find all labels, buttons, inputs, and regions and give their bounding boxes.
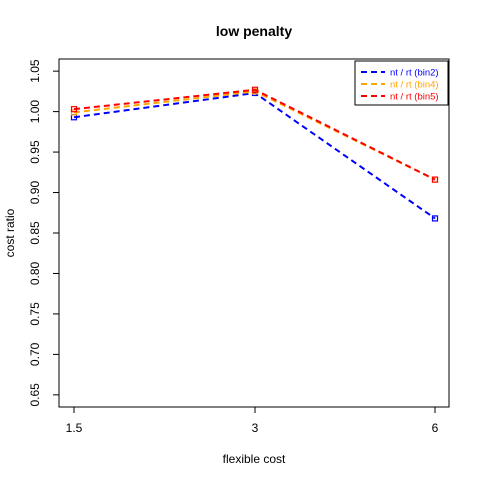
data-point (70, 109, 78, 116)
legend-label: nt / rt (bin2) (390, 68, 439, 79)
legend-label: nt / rt (bin4) (390, 80, 439, 91)
data-point (431, 176, 439, 183)
data-point (431, 215, 439, 222)
x-axis: 1.5 3 6 (66, 407, 439, 435)
series-layer (70, 86, 439, 222)
y-tick-label: 0.65 (28, 383, 42, 407)
data-point (70, 106, 78, 113)
series-line-1 (73, 91, 436, 220)
x-axis-label: flexible cost (223, 452, 286, 466)
legend: nt / rt (bin2)nt / rt (bin4)nt / rt (bin… (354, 60, 449, 106)
data-point (251, 86, 259, 93)
chart-title: low penalty (216, 23, 292, 39)
legend-box (354, 60, 449, 106)
x-tick-label: 1.5 (66, 421, 83, 435)
y-tick-label: 0.95 (28, 140, 42, 164)
x-tick-label: 6 (432, 421, 439, 435)
y-axis: 0.65 0.70 0.75 0.80 0.85 0.90 0.95 1.00 1.05 (28, 59, 59, 407)
y-tick-label: 0.80 (28, 261, 42, 285)
y-axis-label: cost ratio (3, 208, 17, 257)
series-line-2 (73, 90, 436, 181)
x-tick-label: 3 (252, 421, 259, 435)
y-tick-label: 0.85 (28, 221, 42, 245)
y-tick-label: 1.05 (28, 59, 42, 83)
series-line-3 (73, 88, 436, 181)
legend-label: nt / rt (bin5) (390, 92, 439, 103)
y-tick-label: 0.90 (28, 181, 42, 205)
y-tick-label: 0.75 (28, 302, 42, 326)
y-tick-label: 1.00 (28, 100, 42, 124)
y-tick-label: 0.70 (28, 342, 42, 366)
